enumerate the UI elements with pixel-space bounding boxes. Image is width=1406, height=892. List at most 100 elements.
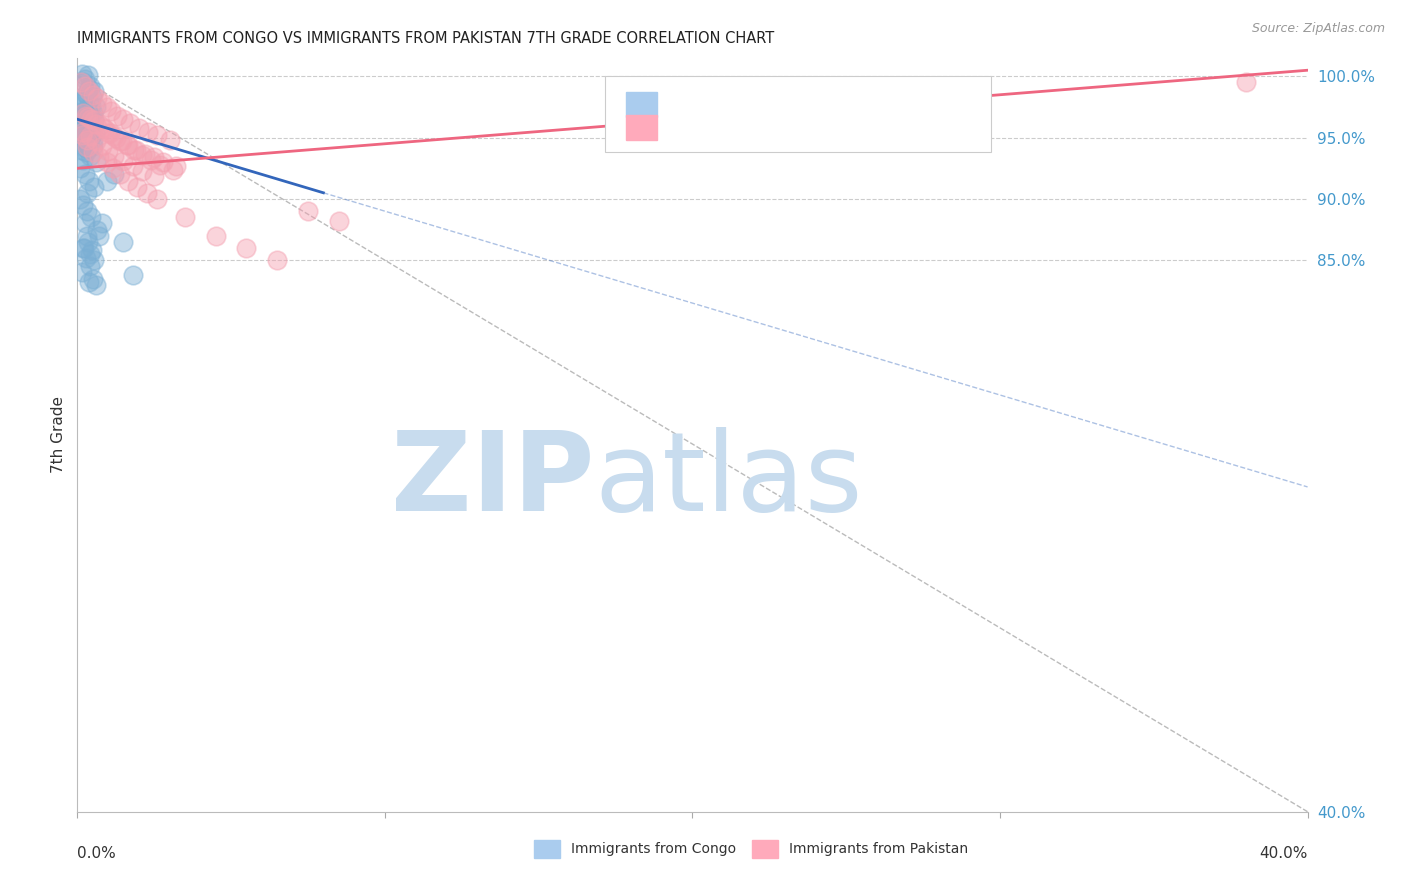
Point [70,126,93,140]
Point [127,179,149,194]
Point [143,169,166,183]
Point [73,140,96,154]
Point [103,149,125,163]
Point [70,143,93,157]
Point [77,142,100,156]
Point [72,136,94,150]
Point [84,134,107,148]
Point [82,123,104,137]
Text: R = -0.154  N = 80: R = -0.154 N = 80 [673,95,831,113]
Point [76,87,98,102]
Point [77,81,100,95]
Point [86,117,108,131]
Point [77,109,100,123]
Point [90,139,114,153]
Point [76,228,98,243]
Point [131,148,153,162]
Point [82,145,104,160]
Point [82,134,104,148]
Point [79,260,101,274]
Point [83,84,105,98]
Point [97,144,120,158]
Point [152,155,174,169]
Text: atlas: atlas [595,426,862,533]
Point [121,159,143,173]
Point [84,155,107,169]
Point [70,119,93,133]
Point [96,155,118,169]
Point [77,114,100,128]
Point [76,140,98,154]
Point [86,222,108,236]
Point [103,168,125,182]
Point [82,244,104,258]
Point [162,162,184,177]
Point [72,198,94,212]
Point [73,241,96,255]
Point [73,93,96,107]
Point [83,113,105,128]
Y-axis label: 7th Grade: 7th Grade [51,396,66,474]
Point [87,228,110,243]
Point [159,133,181,147]
Point [76,120,98,135]
Point [73,128,96,143]
Point [73,168,96,182]
Point [83,179,105,194]
Point [73,122,96,136]
Point [69,96,91,111]
Point [97,126,120,140]
Point [204,228,226,243]
Point [73,79,96,94]
Point [70,94,93,108]
Point [70,67,93,81]
Point [73,216,96,230]
Point [103,129,125,144]
Point [76,103,98,117]
Point [79,149,101,163]
Point [70,75,93,89]
Point [136,124,159,138]
Point [77,68,100,82]
Point [72,106,94,120]
Point [111,134,134,148]
Point [86,100,108,114]
Point [165,159,187,173]
Point [112,112,135,127]
Point [79,107,101,121]
Point [75,251,97,265]
Text: Source: ZipAtlas.com: Source: ZipAtlas.com [1251,22,1385,36]
Point [115,138,138,153]
Point [75,145,97,160]
Point [146,128,169,143]
Point [141,153,163,167]
Point [77,127,100,141]
Point [143,150,166,164]
Point [82,106,104,120]
Point [86,91,108,105]
Point [134,146,156,161]
Text: R =  0.339  N = 71: R = 0.339 N = 71 [673,119,831,136]
Point [80,211,103,225]
Point [235,241,257,255]
Point [72,103,94,118]
Point [146,192,169,206]
Point [75,133,97,147]
Point [69,161,91,176]
Text: Immigrants from Pakistan: Immigrants from Pakistan [789,842,967,856]
Point [75,116,97,130]
Point [84,277,107,292]
Point [72,124,94,138]
Point [80,99,103,113]
Point [70,265,93,279]
Point [90,216,114,230]
Point [77,84,100,98]
Point [328,214,350,228]
Point [118,116,141,130]
Point [72,130,94,145]
Point [266,253,288,268]
Point [98,126,121,140]
Point [94,122,117,136]
Point [122,143,145,157]
Point [89,150,111,164]
